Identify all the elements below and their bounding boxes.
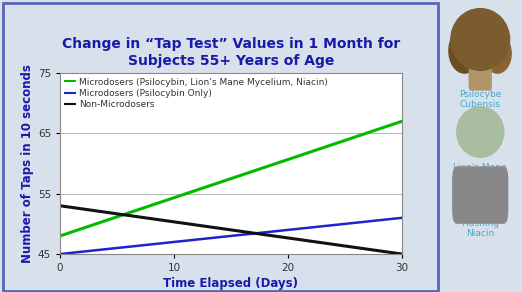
Text: Psilocybe
Cubensis: Psilocybe Cubensis: [459, 90, 502, 109]
FancyBboxPatch shape: [453, 167, 507, 223]
Y-axis label: Number of Taps in 10 seconds: Number of Taps in 10 seconds: [20, 64, 33, 263]
Ellipse shape: [484, 34, 511, 73]
Title: Change in “Tap Test” Values in 1 Month for
Subjects 55+ Years of Age: Change in “Tap Test” Values in 1 Month f…: [62, 37, 400, 68]
Text: Flushing
Niacin: Flushing Niacin: [461, 219, 499, 238]
FancyBboxPatch shape: [469, 37, 491, 90]
Text: Lion's Mane
Mycelium: Lion's Mane Mycelium: [454, 163, 507, 182]
X-axis label: Time Elapsed (Days): Time Elapsed (Days): [163, 277, 299, 290]
Ellipse shape: [449, 28, 480, 73]
Ellipse shape: [457, 107, 504, 157]
Legend: Microdosers (Psilocybin, Lion’s Mane Mycelium, Niacin), Microdosers (Psilocybin : Microdosers (Psilocybin, Lion’s Mane Myc…: [65, 77, 328, 109]
Ellipse shape: [451, 9, 509, 70]
